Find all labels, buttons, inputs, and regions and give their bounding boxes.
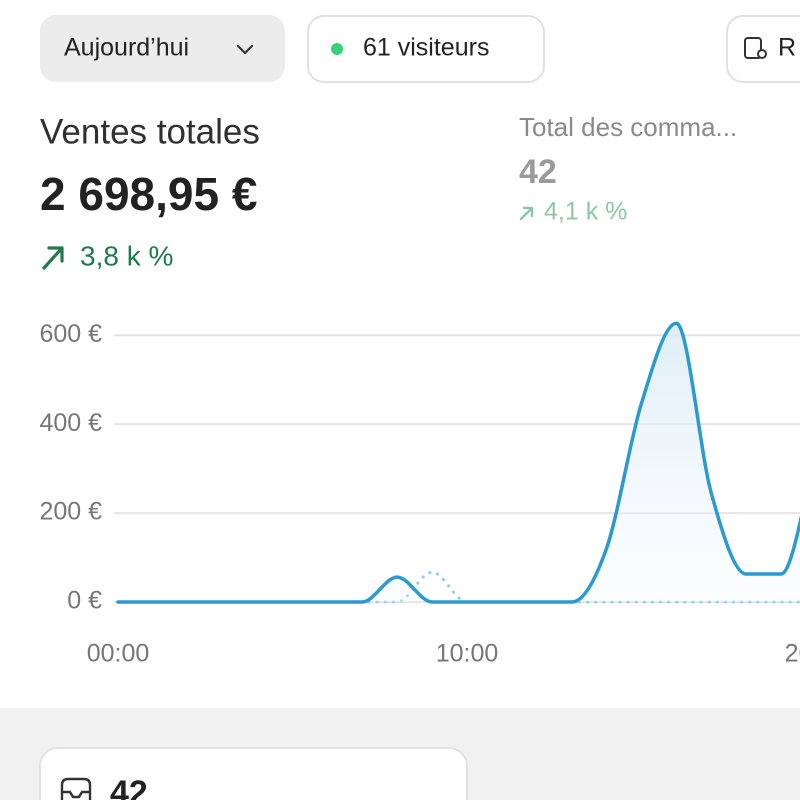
y-tick-label: 200 € (39, 498, 102, 526)
metric-value[interactable]: 42 (519, 153, 557, 191)
metric-label[interactable]: Total des comma... (519, 112, 737, 142)
metric-change: 3,8 k % (80, 240, 173, 271)
report-button[interactable]: R (726, 15, 800, 83)
sales-line (116, 321, 800, 604)
date-filter[interactable]: Aujourd’hui (40, 15, 285, 82)
report-label[interactable]: R (778, 34, 796, 62)
sales-area (118, 323, 800, 602)
y-tick-label: 0 € (67, 587, 102, 615)
sales-chart: 0 € 200 € 400 € 600 € 00:00 10:00 20:00 (39, 320, 800, 668)
trend-up-icon (42, 246, 64, 270)
y-tick-label: 600 € (39, 320, 102, 348)
date-filter-label[interactable]: Aujourd’hui (64, 34, 189, 62)
x-tick-label: 10:00 (436, 640, 499, 668)
x-tick-label: 20:00 (785, 640, 800, 668)
metric-change[interactable]: 4,1 k % (544, 198, 627, 226)
metric-value: 2 698,95 € (40, 168, 257, 220)
bottom-card-value[interactable]: 42 (110, 774, 148, 800)
trend-up-icon (519, 206, 534, 221)
visitors-pill[interactable]: 61 visiteurs (307, 15, 545, 83)
y-tick-label: 400 € (39, 409, 102, 437)
metric-label: Ventes totales (40, 112, 260, 151)
visitors-label[interactable]: 61 visiteurs (363, 34, 489, 62)
orders-icon (60, 777, 92, 800)
x-tick-label: 00:00 (87, 640, 150, 668)
bottom-card[interactable] (39, 747, 468, 800)
